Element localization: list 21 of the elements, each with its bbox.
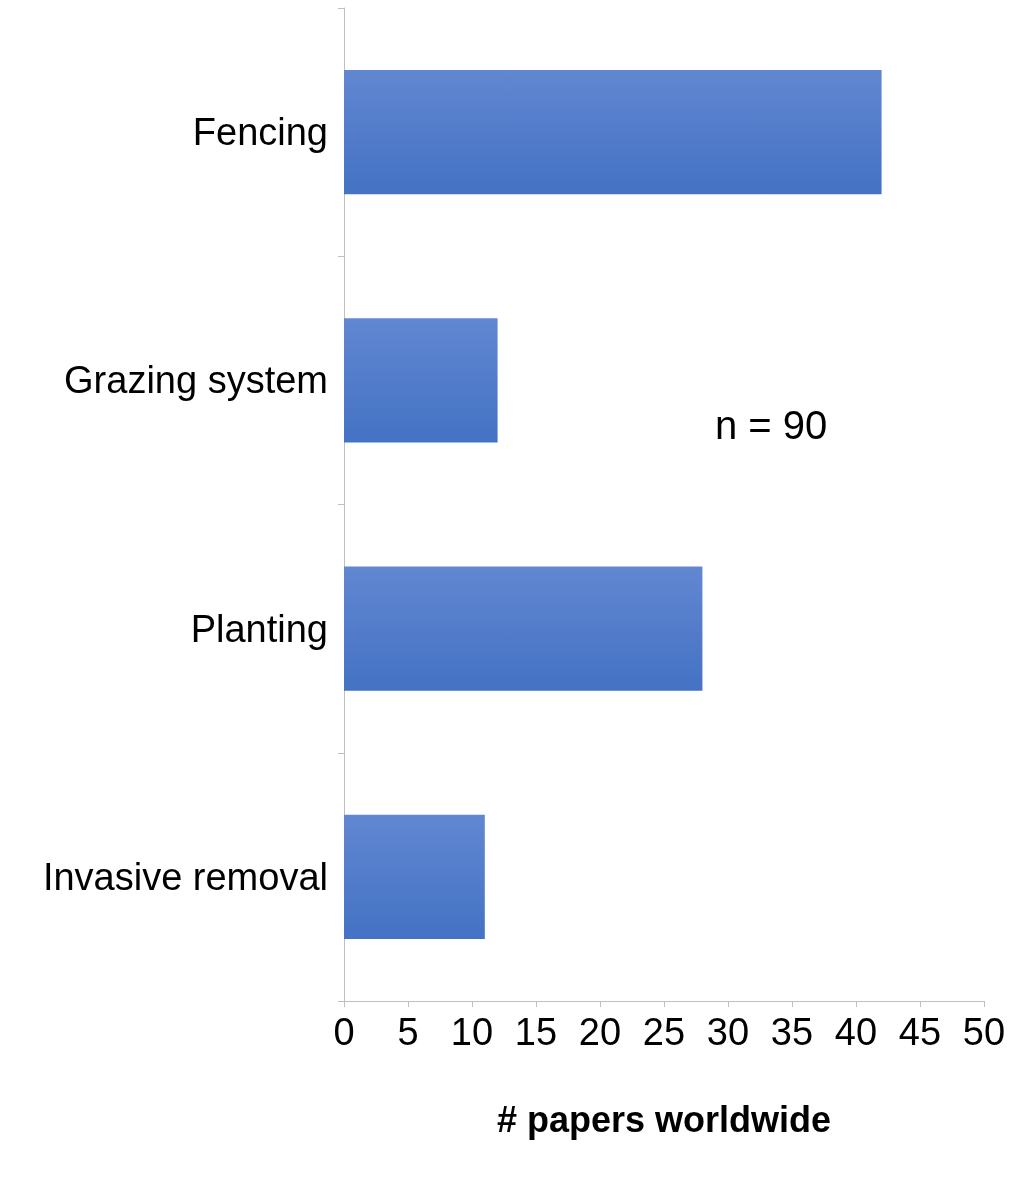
x-tick-label: 0 [333, 1011, 355, 1053]
annotation: n = 90 [715, 403, 828, 447]
x-tick-label: 15 [514, 1011, 558, 1053]
x-tick-label: 35 [770, 1011, 814, 1053]
x-tick-label: 30 [706, 1011, 750, 1053]
y-tick-label: Fencing [192, 111, 328, 154]
x-tick-label: 25 [642, 1011, 686, 1053]
bar [344, 318, 498, 443]
x-tick-label: 10 [450, 1011, 494, 1053]
bar [344, 70, 882, 195]
bar [344, 814, 485, 939]
x-tick-label: 20 [578, 1011, 622, 1053]
y-tick-label: Grazing system [64, 359, 328, 402]
y-tick-label: Invasive removal [42, 855, 328, 898]
y-tick-label: Planting [190, 607, 328, 650]
bar [344, 566, 703, 691]
x-tick-label: 45 [898, 1011, 942, 1053]
x-axis-title: # papers worldwide [496, 1098, 832, 1140]
x-tick-label: 5 [397, 1011, 419, 1053]
x-tick-label: 50 [962, 1011, 1006, 1053]
x-tick-label: 40 [834, 1011, 878, 1053]
